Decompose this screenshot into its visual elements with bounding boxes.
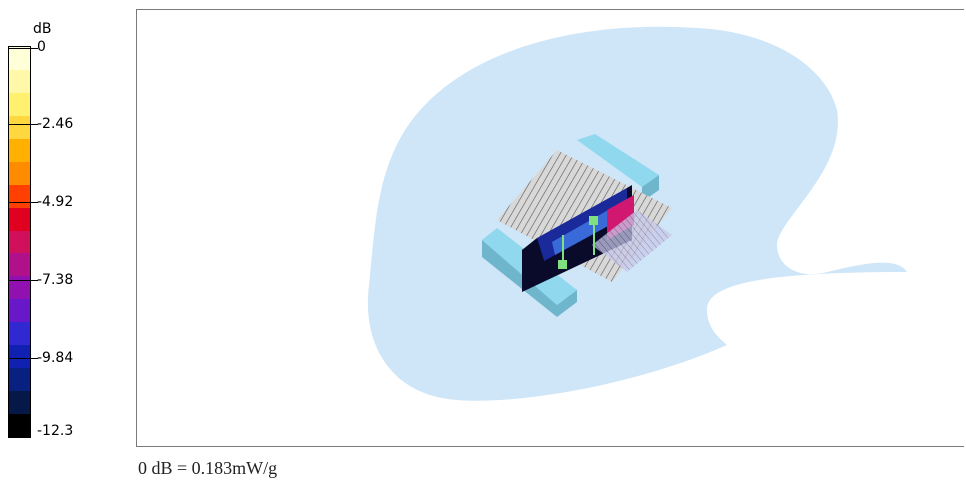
colorbar-swatch [9, 92, 30, 116]
colorbar-tick-label: -4.92 [37, 194, 74, 210]
colorbar-tick-mark [8, 124, 38, 125]
colorbar-swatch [9, 69, 30, 93]
colorbar-swatch [9, 276, 30, 300]
colorbar-swatch [9, 184, 30, 208]
reference-caption: 0 dB = 0.183mW/g [138, 458, 278, 478]
colorbar-swatch [9, 391, 30, 414]
colorbar-tick-label: -12.3 [37, 423, 74, 439]
colorbar-swatch [9, 253, 30, 277]
colorbar-swatch [9, 115, 30, 139]
colorbar-tick-label: -9.84 [37, 350, 74, 366]
sar-plot-area [136, 9, 964, 447]
colorbar-tick-label: -7.38 [37, 272, 74, 288]
colorbar-tick-label: -2.46 [37, 116, 74, 132]
colorbar-swatch [9, 230, 30, 254]
colorbar [8, 46, 31, 438]
colorbar-swatch [9, 414, 30, 437]
colorbar-tick-mark [8, 358, 38, 359]
colorbar-swatch [9, 368, 30, 392]
legend-unit: dB [33, 21, 52, 37]
colorbar-tick-mark [8, 280, 38, 281]
grid-plane-front [592, 210, 672, 272]
colorbar-legend: dB 0 -2.46 -4.92 -7.38 -9.84 -12.3 [0, 0, 130, 450]
colorbar-swatch [9, 322, 30, 346]
colorbar-swatch [9, 299, 30, 323]
colorbar-swatch [9, 345, 30, 369]
colorbar-swatch [9, 138, 30, 162]
colorbar-swatch [9, 47, 30, 70]
colorbar-tick-mark [8, 202, 38, 203]
colorbar-tick-mark [8, 48, 38, 49]
colorbar-tick-label: 0 [37, 39, 46, 55]
probe-markers [558, 216, 598, 269]
colorbar-swatch [9, 207, 30, 231]
colorbar-swatch [9, 161, 30, 185]
sar-plot-svg [367, 26, 907, 401]
